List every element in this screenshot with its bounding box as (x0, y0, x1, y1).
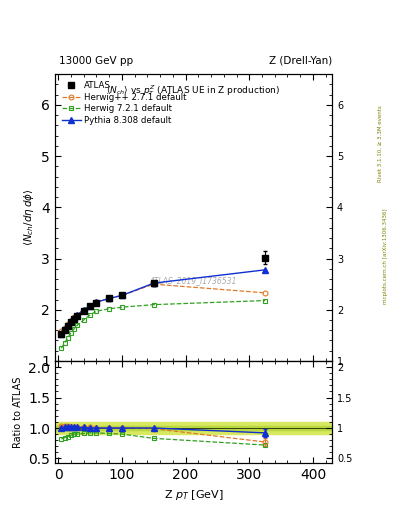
Text: ATLAS_2019_I1736531: ATLAS_2019_I1736531 (150, 276, 237, 285)
Text: 13000 GeV pp: 13000 GeV pp (59, 55, 133, 66)
Text: Z (Drell-Yan): Z (Drell-Yan) (269, 55, 332, 66)
Text: $\langle N_{ch}\rangle$ vs $p^{Z}_{T}$ (ATLAS UE in Z production): $\langle N_{ch}\rangle$ vs $p^{Z}_{T}$ (… (107, 83, 281, 98)
Text: mcplots.cern.ch [arXiv:1306.3436]: mcplots.cern.ch [arXiv:1306.3436] (384, 208, 388, 304)
Legend: ATLAS, Herwig++ 2.7.1 default, Herwig 7.2.1 default, Pythia 8.308 default: ATLAS, Herwig++ 2.7.1 default, Herwig 7.… (59, 78, 189, 127)
Y-axis label: Ratio to ATLAS: Ratio to ATLAS (13, 376, 23, 448)
Y-axis label: $\langle N_{ch}/d\eta\, d\phi\rangle$: $\langle N_{ch}/d\eta\, d\phi\rangle$ (22, 189, 36, 246)
X-axis label: Z $p_{T}$ [GeV]: Z $p_{T}$ [GeV] (164, 488, 223, 502)
Text: Rivet 3.1.10, ≥ 3.3M events: Rivet 3.1.10, ≥ 3.3M events (378, 105, 383, 182)
